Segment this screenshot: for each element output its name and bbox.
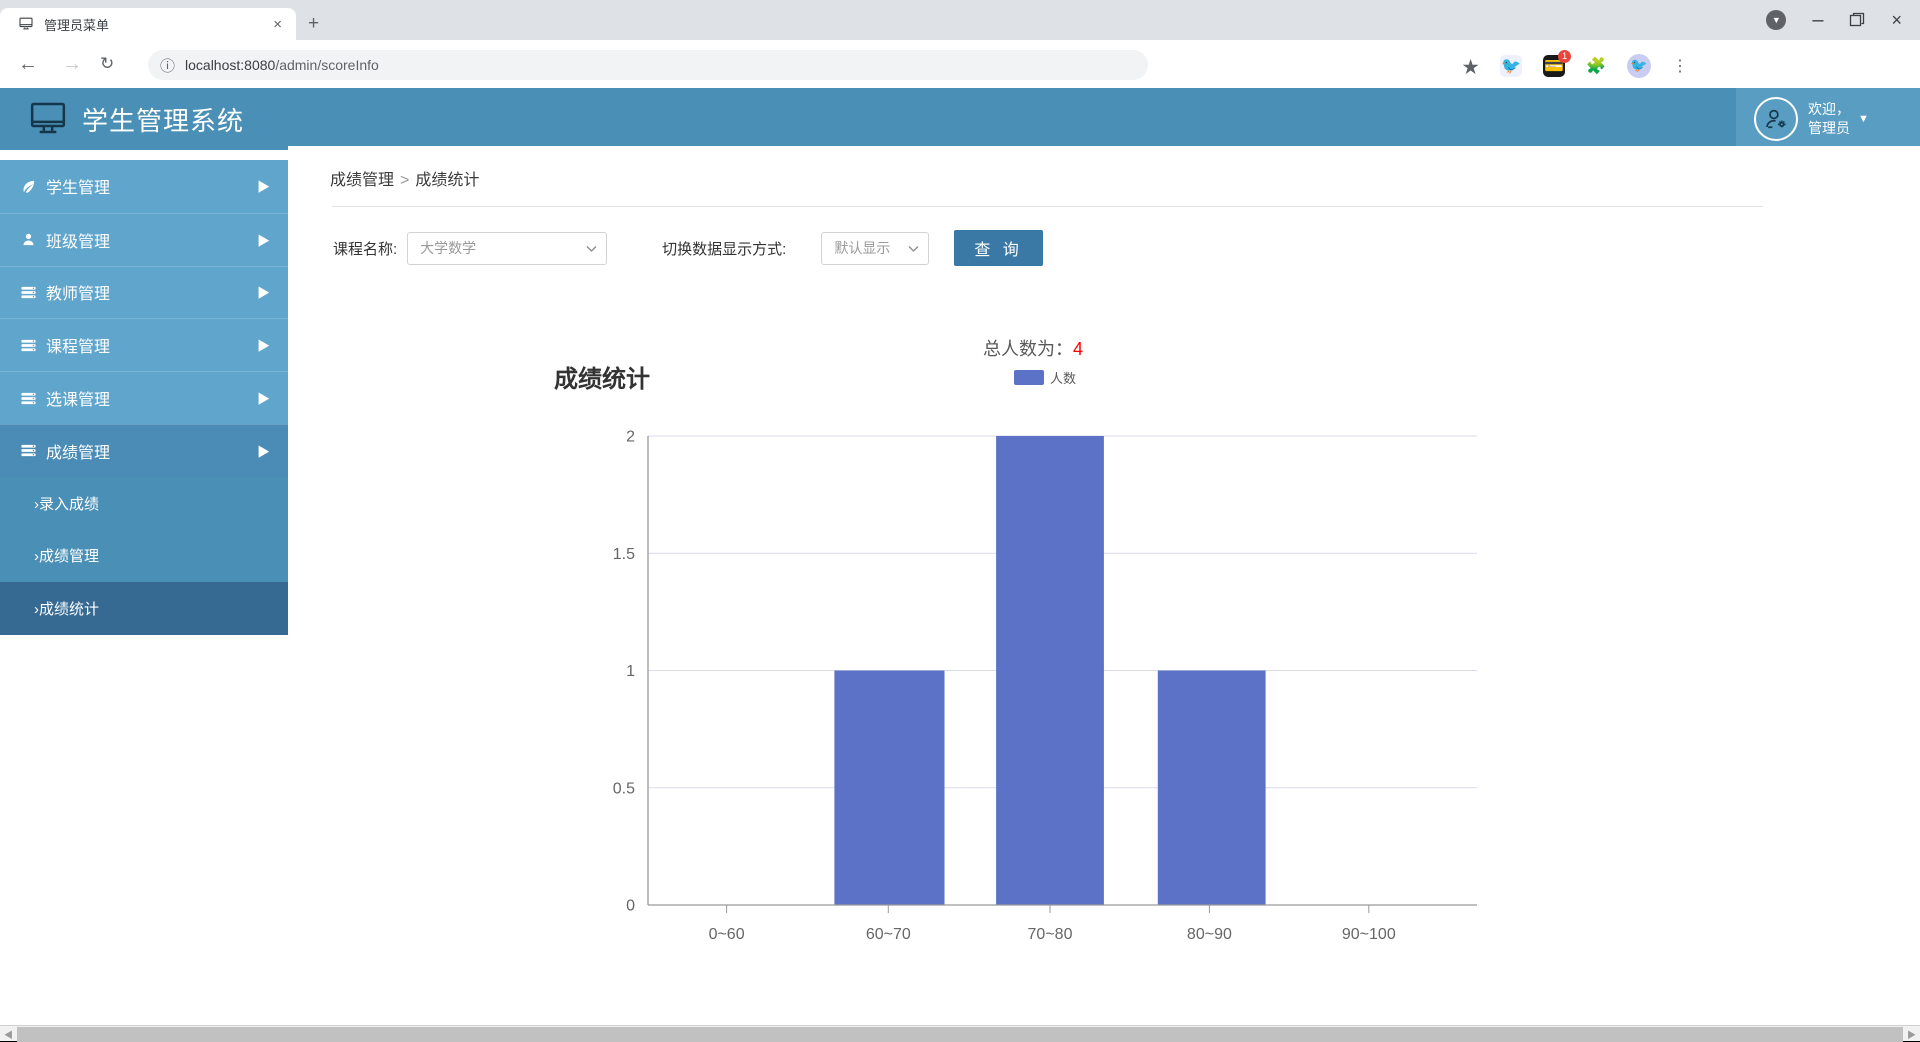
svg-text:80~90: 80~90 <box>1187 926 1232 943</box>
svg-text:0: 0 <box>626 898 635 915</box>
svg-text:1: 1 <box>626 663 635 680</box>
svg-text:1.5: 1.5 <box>613 546 635 563</box>
svg-text:90~100: 90~100 <box>1342 926 1396 943</box>
svg-text:0~60: 0~60 <box>709 926 745 943</box>
svg-text:60~70: 60~70 <box>866 926 911 943</box>
svg-text:70~80: 70~80 <box>1028 926 1073 943</box>
svg-text:2: 2 <box>626 429 635 446</box>
svg-text:0.5: 0.5 <box>613 780 635 797</box>
